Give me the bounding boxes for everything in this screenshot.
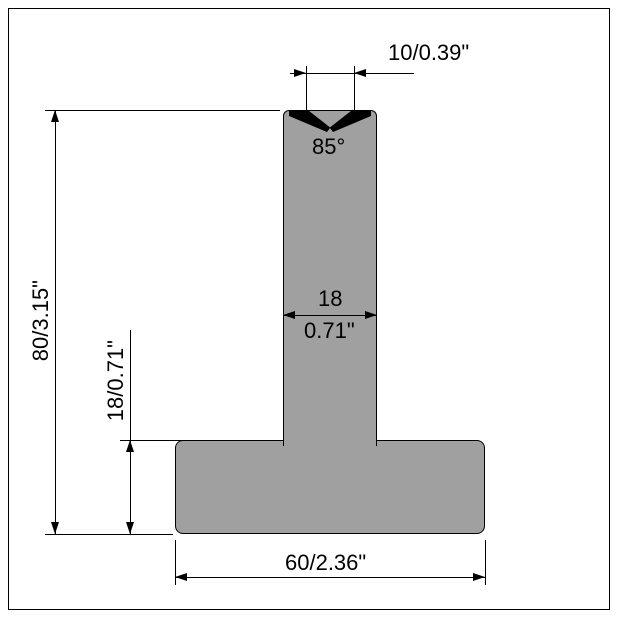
dim-vopen-label: 10/0.39" — [388, 40, 469, 66]
dim-height-label: 80/3.15" — [28, 280, 54, 361]
ext-line — [45, 534, 173, 535]
dim-height-line — [55, 110, 56, 534]
dim-vopen-ext — [354, 73, 414, 74]
join-mask — [285, 439, 376, 443]
ext-line — [45, 110, 280, 111]
arrow — [51, 110, 59, 122]
die-stem — [283, 110, 377, 446]
arrow — [365, 311, 377, 319]
dim-basewidth-line — [175, 577, 485, 578]
drawing-canvas: { "drawing": { "type": "engineering-dime… — [0, 0, 618, 618]
arrow — [294, 69, 306, 77]
v-groove — [283, 104, 377, 134]
arrow — [283, 311, 295, 319]
ext-line — [485, 540, 486, 585]
dim-stemwidth-label-bottom: 0.71" — [304, 318, 355, 344]
dim-baseheight-line — [130, 440, 131, 534]
dim-stemwidth-label-top: 18 — [318, 286, 342, 312]
arrow — [473, 573, 485, 581]
arrow — [175, 573, 187, 581]
arrow — [51, 522, 59, 534]
die-base — [175, 440, 485, 534]
dim-baseheight-ext — [130, 330, 131, 440]
dim-angle-label: 85° — [312, 134, 345, 160]
dim-basewidth-label: 60/2.36" — [285, 550, 366, 576]
dim-baseheight-label: 18/0.71" — [103, 340, 129, 421]
arrow — [126, 440, 134, 452]
dim-stemwidth-line — [283, 315, 377, 316]
ext-line — [120, 440, 280, 441]
arrow — [126, 522, 134, 534]
